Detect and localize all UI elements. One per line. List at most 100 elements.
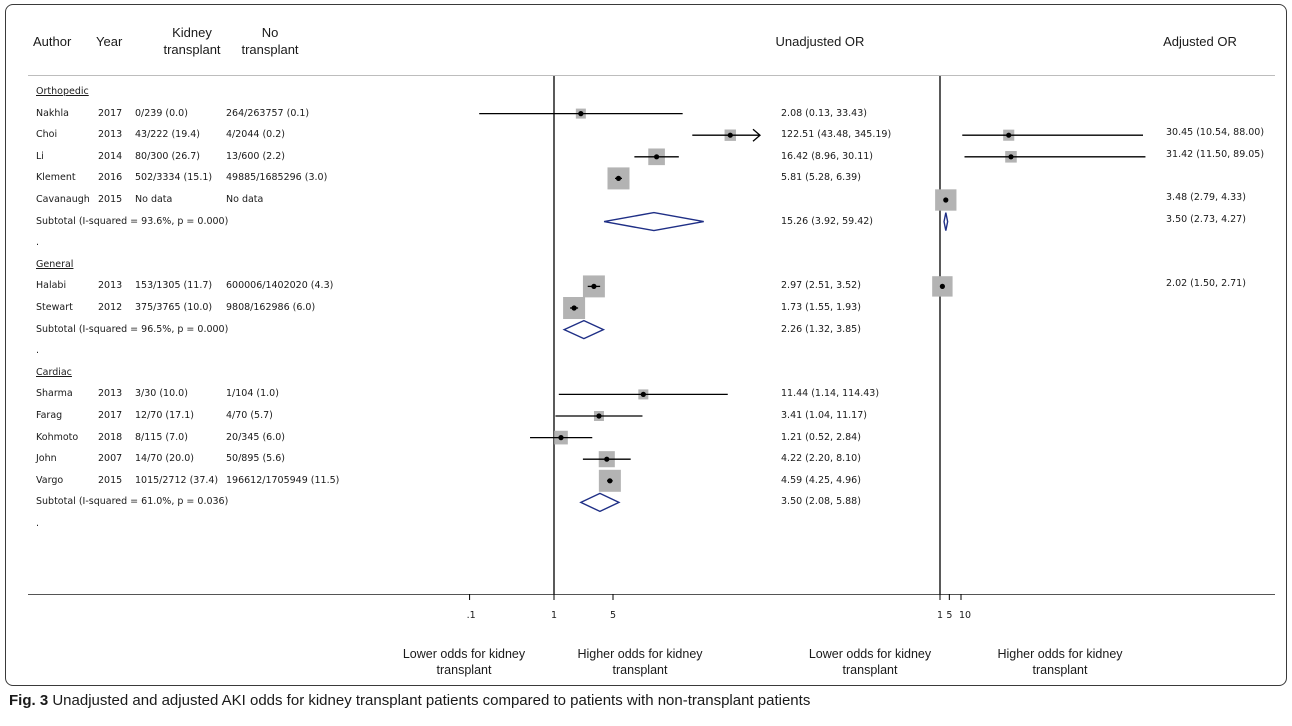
group-label: Orthopedic (36, 86, 89, 97)
no-transplant-count: 4/70 (5.7) (226, 410, 273, 421)
header-no-line1: No (261, 25, 279, 40)
study-author: Vargo (36, 474, 64, 486)
subtotal-label: Subtotal (I-squared = 96.5%, p = 0.000) (36, 323, 229, 335)
unadjusted-estimate-label: 1.73 (1.55, 1.93) (781, 302, 861, 313)
un-lower-label: Lower odds for kidney transplant (402, 647, 526, 677)
unadjusted-point-estimate (591, 283, 597, 289)
kidney-transplant-count: 0/239 (0.0) (135, 107, 188, 119)
adjusted-estimate-label: 31.42 (11.50, 89.05) (1166, 148, 1265, 160)
kidney-transplant-count: 43/222 (19.4) (135, 129, 201, 141)
caption-label: Fig. 3 (9, 692, 49, 709)
study-year: 2016 (98, 172, 123, 184)
unadjusted-subtotal-diamond (562, 319, 606, 340)
unadjusted-estimate-label: 11.44 (1.14, 114.43) (781, 388, 880, 400)
unadjusted-estimate-label: 15.26 (3.92, 59.42) (781, 215, 874, 227)
study-year: 2014 (98, 150, 123, 162)
study-year: 2013 (98, 280, 123, 292)
unadjusted-subtotal-diamond (603, 211, 704, 232)
header-adjusted-or: Adjusted OR (1163, 34, 1237, 49)
adjusted-tick-label: 5 (946, 610, 953, 621)
figure-frame (5, 4, 1287, 686)
study-year: 2013 (98, 388, 123, 400)
caption-text: Unadjusted and adjusted AKI odds for kid… (48, 692, 811, 709)
kidney-transplant-count: 502/3334 (15.1) (135, 172, 213, 184)
no-transplant-count: 49885/1685296 (3.0) (226, 172, 328, 184)
group-label: General (36, 258, 74, 270)
no-transplant-count: 20/345 (6.0) (226, 431, 285, 443)
study-author: John (36, 453, 57, 465)
study-year: 2017 (98, 107, 123, 119)
axis-rule (28, 594, 1275, 595)
no-transplant-count: 600006/1402020 (4.3) (226, 280, 334, 292)
no-transplant-count: 50/895 (5.6) (226, 453, 285, 465)
unadjusted-subtotal-diamond (579, 492, 621, 513)
adj-higher-label: Higher odds for kidney transplant (997, 647, 1123, 677)
header-no-transplant: No transplant (220, 24, 320, 58)
figure-caption: Fig. 3 Unadjusted and adjusted AKI odds … (9, 692, 810, 709)
unadjusted-estimate-label: 5.81 (5.28, 6.39) (781, 172, 861, 184)
no-transplant-count: 1/104 (1.0) (226, 388, 279, 400)
adjusted-subtotal-diamond (943, 212, 949, 231)
header-unadjusted-or: Unadjusted OR (775, 34, 865, 49)
header-year: Year (96, 34, 123, 49)
study-author: Choi (36, 129, 58, 141)
kidney-transplant-count: 14/70 (20.0) (135, 453, 194, 465)
study-year: 2017 (98, 410, 123, 421)
unadjusted-estimate-label: 2.26 (1.32, 3.85) (781, 323, 861, 335)
study-author: Sharma (36, 388, 73, 400)
adjusted-estimate-label: 2.02 (1.50, 2.71) (1166, 278, 1246, 290)
study-author: Li (36, 150, 44, 162)
spacer-dot: . (36, 518, 40, 529)
adjusted-point-estimate (939, 283, 945, 289)
no-transplant-count: No data (226, 194, 264, 205)
kidney-transplant-count: 375/3765 (10.0) (135, 302, 213, 313)
unadjusted-point-estimate (604, 456, 610, 462)
no-transplant-count: 196612/1705949 (11.5) (226, 474, 340, 486)
unadjusted-tick-label: .1 (466, 610, 476, 621)
no-transplant-count: 4/2044 (0.2) (226, 129, 285, 141)
unadjusted-point-estimate (578, 111, 584, 117)
header-rule (28, 75, 1275, 76)
kidney-transplant-count: 1015/2712 (37.4) (135, 474, 219, 486)
header-kidney-line2: transplant (163, 42, 221, 57)
study-author: Kohmoto (36, 431, 79, 443)
study-author: Stewart (36, 302, 73, 313)
unadjusted-estimate-label: 4.59 (4.25, 4.96) (781, 474, 861, 486)
spacer-dot: . (36, 237, 40, 249)
unadjusted-estimate-label: 3.50 (2.08, 5.88) (781, 496, 861, 508)
study-year: 2015 (98, 474, 123, 486)
adjusted-point-estimate (1006, 132, 1012, 138)
unadjusted-estimate-label: 1.21 (0.52, 2.84) (781, 431, 861, 443)
unadjusted-estimate-label: 122.51 (43.48, 345.19) (781, 129, 892, 141)
header-author: Author (33, 34, 72, 49)
unadjusted-estimate-label: 3.41 (1.04, 11.17) (781, 410, 867, 421)
kidney-transplant-count: 3/30 (10.0) (135, 388, 188, 400)
study-year: 2015 (98, 194, 123, 205)
unadjusted-point-estimate (596, 413, 602, 419)
unadjusted-estimate-label: 4.22 (2.20, 8.10) (781, 453, 861, 465)
unadjusted-tick-label: 5 (610, 610, 617, 621)
unadjusted-tick-label: 1 (551, 610, 558, 621)
no-transplant-count: 264/263757 (0.1) (226, 107, 310, 119)
study-year: 2007 (98, 453, 123, 465)
unadjusted-estimate-label: 16.42 (8.96, 30.11) (781, 150, 874, 162)
unadjusted-point-estimate (571, 305, 577, 311)
group-label: Cardiac (36, 366, 72, 378)
adjusted-estimate-label: 3.48 (2.79, 4.33) (1166, 192, 1246, 203)
adjusted-estimate-label: 30.45 (10.54, 88.00) (1166, 127, 1265, 139)
adjusted-tick-label: 10 (959, 610, 972, 621)
unadjusted-point-estimate (640, 391, 646, 397)
study-year: 2018 (98, 431, 123, 443)
study-year: 2012 (98, 302, 123, 313)
adjusted-point-estimate (943, 197, 949, 203)
subtotal-label: Subtotal (I-squared = 93.6%, p = 0.000) (36, 215, 229, 227)
study-year: 2013 (98, 129, 123, 141)
kidney-transplant-count: 80/300 (26.7) (135, 150, 201, 162)
unadjusted-estimate-label: 2.97 (2.51, 3.52) (781, 280, 861, 292)
unadjusted-point-estimate (727, 132, 733, 138)
unadjusted-point-estimate (653, 154, 660, 160)
unadjusted-estimate-label: 2.08 (0.13, 33.43) (781, 107, 867, 119)
header-kidney-line1: Kidney (172, 25, 212, 40)
kidney-transplant-count: 153/1305 (11.7) (135, 280, 213, 292)
